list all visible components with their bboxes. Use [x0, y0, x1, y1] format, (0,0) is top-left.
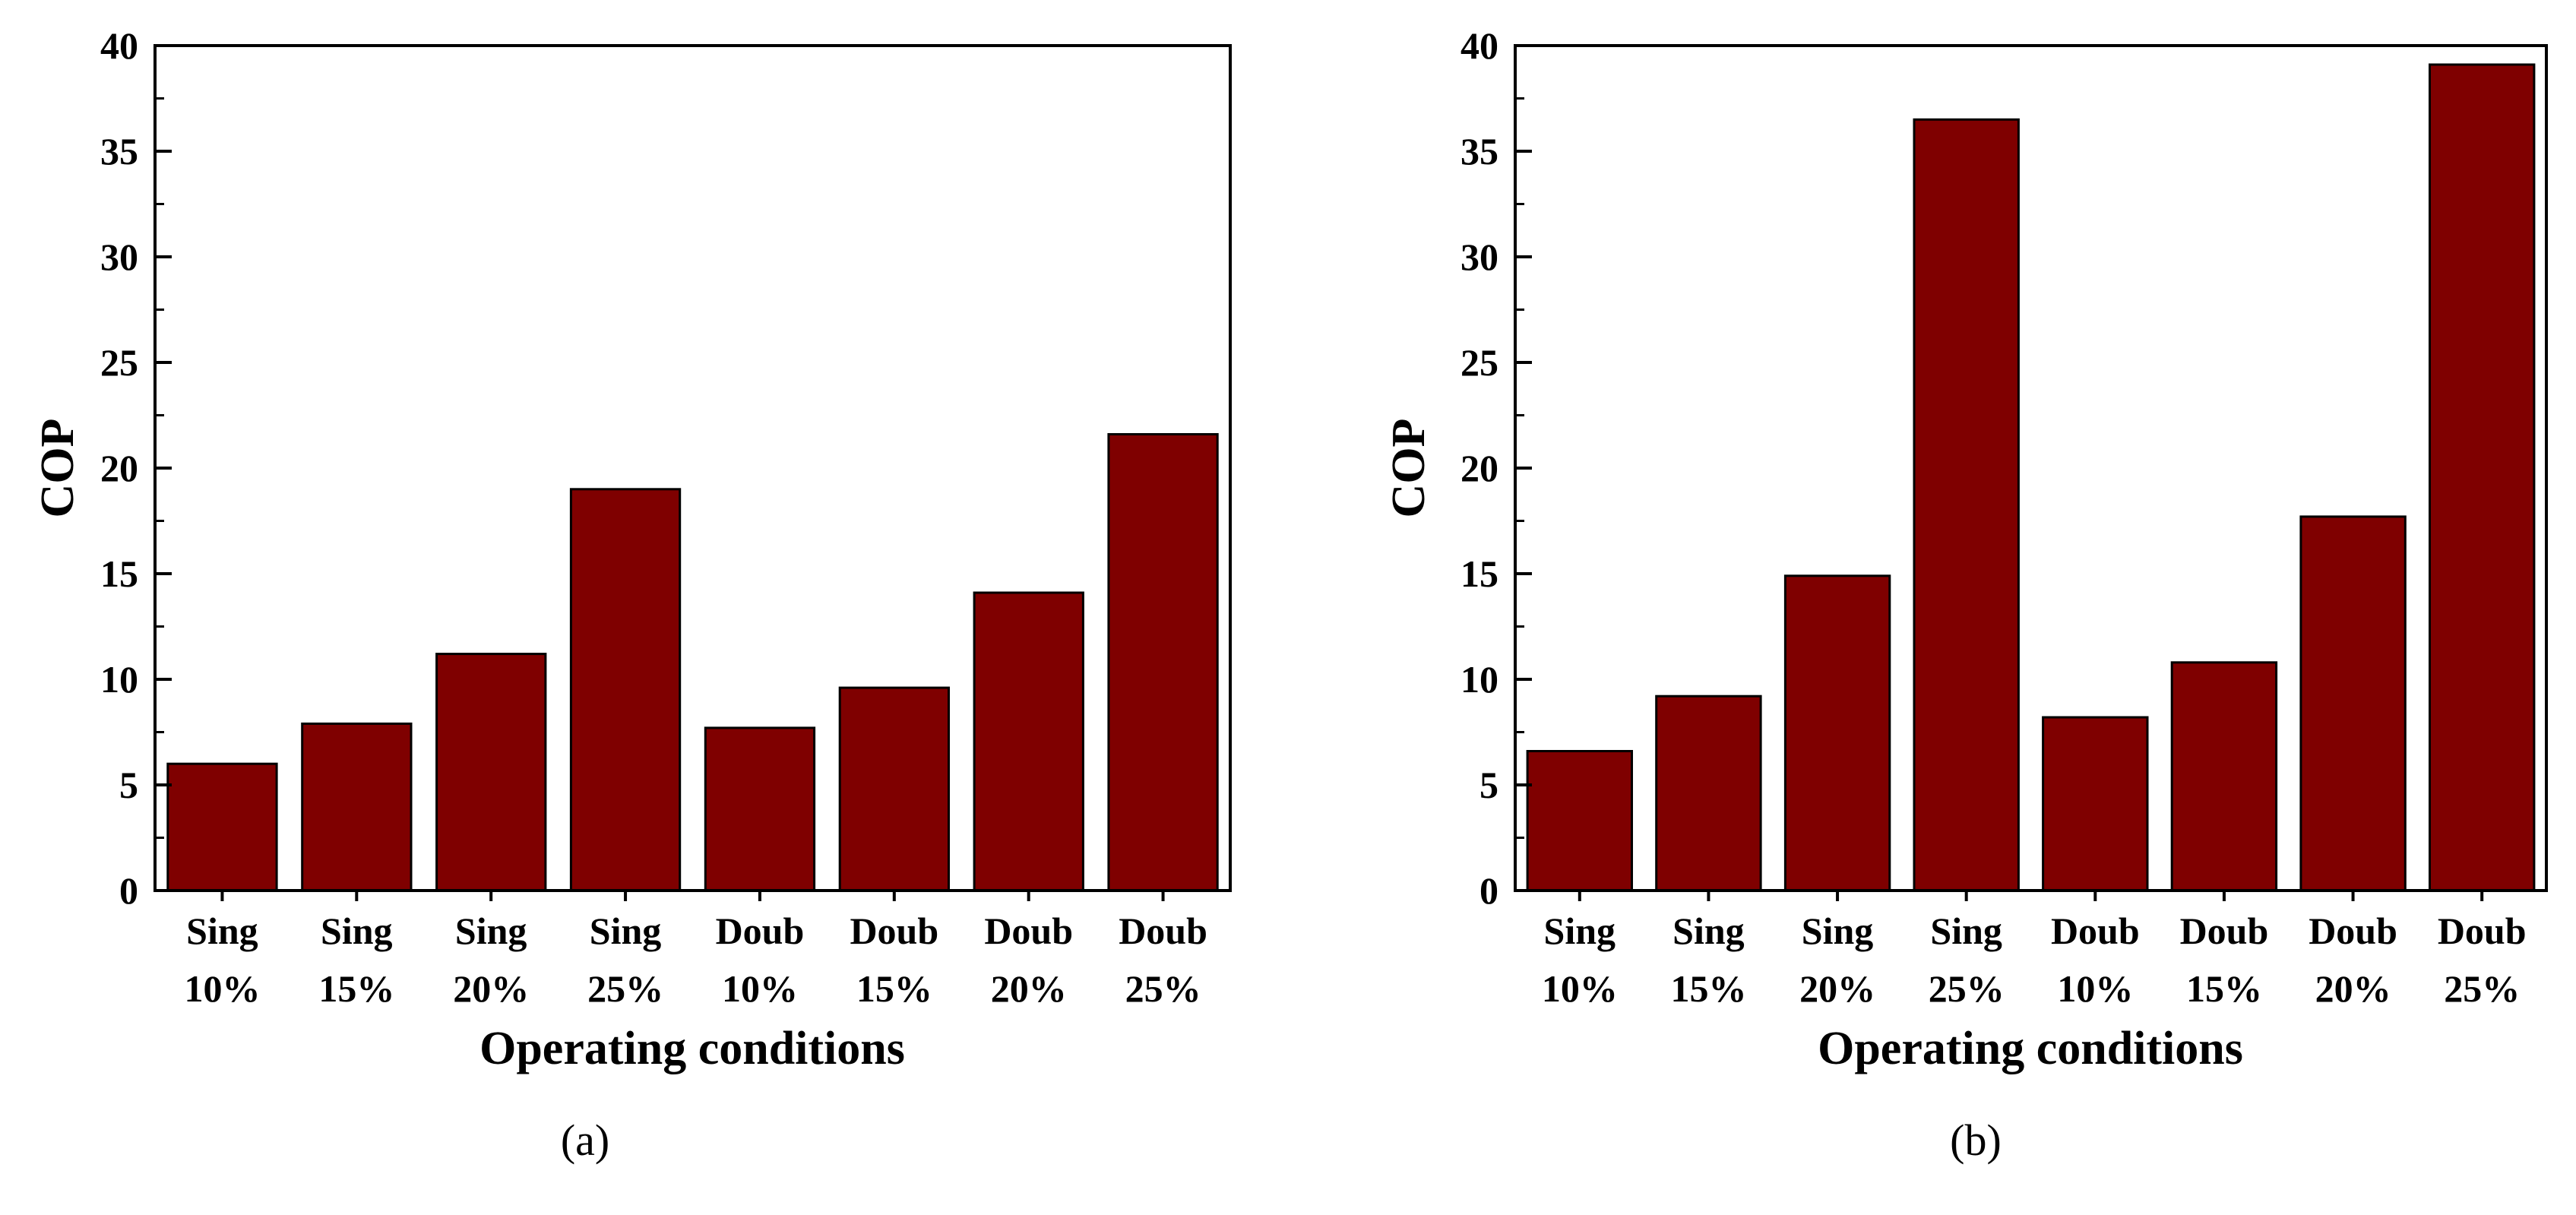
bar-1	[301, 722, 413, 892]
bar-2	[1783, 574, 1891, 892]
x-tick-label: 20%	[991, 967, 1067, 1010]
bar-6	[973, 591, 1084, 892]
x-tick-label: 25%	[587, 967, 663, 1010]
x-tick-label: Doub	[716, 910, 805, 952]
x-tick-label: Doub	[984, 910, 1073, 952]
y-tick-label: 10	[1460, 658, 1498, 701]
y-tick-label: 35	[1460, 130, 1498, 172]
y-tick-label: 5	[119, 764, 138, 806]
bar-4	[704, 726, 816, 892]
x-tick-label: Sing	[186, 910, 258, 952]
y-axis-title: COP	[1383, 419, 1435, 518]
y-tick-label: 25	[1460, 341, 1498, 384]
x-tick-label: Sing	[321, 910, 393, 952]
bar-0	[1526, 750, 1633, 892]
y-tick-label: 15	[100, 552, 138, 595]
x-tick-label: 25%	[1929, 967, 2005, 1010]
x-tick-label: 15%	[856, 967, 932, 1010]
y-tick-label: 30	[100, 236, 138, 278]
y-ticks-group: 0 5 10 15 20 25 30 35 40	[100, 24, 172, 912]
x-tick-label: 10%	[2057, 967, 2133, 1010]
y-tick-label: 15	[1460, 552, 1498, 595]
x-tick-label: Doub	[2051, 910, 2140, 952]
panel-label: (a)	[561, 1115, 609, 1165]
x-tick-label: Sing	[1930, 910, 2002, 952]
y-tick-label: 40	[1460, 24, 1498, 67]
bars-group	[1526, 63, 2536, 892]
bar-7	[2429, 63, 2536, 892]
y-tick-label: 20	[100, 447, 138, 489]
bar-5	[2170, 661, 2278, 892]
y-tick-label: 0	[119, 869, 138, 912]
y-tick-label: 30	[1460, 236, 1498, 278]
x-tick-label: 10%	[184, 967, 260, 1010]
x-tick-label: 15%	[2186, 967, 2262, 1010]
y-tick-label: 0	[1479, 869, 1498, 912]
x-tick-label: 15%	[318, 967, 394, 1010]
bar-3	[569, 488, 682, 892]
x-tick-label: 25%	[2444, 967, 2520, 1010]
x-tick-label: Sing	[1802, 910, 1874, 952]
x-tick-label: 10%	[1542, 967, 1618, 1010]
x-tick-label: Sing	[1673, 910, 1745, 952]
x-tick-label: 10%	[722, 967, 798, 1010]
x-tick-label: Doub	[2438, 910, 2527, 952]
y-ticks-group: 0 5 10 15 20 25 30 35 40	[1460, 24, 1532, 912]
x-ticks-group: Sing 10% Sing 15% Sing 20% Sing 25% Doub 10% Doub 1…	[1542, 891, 2527, 1010]
x-tick-label: Sing	[455, 910, 527, 952]
x-axis-title: Operating conditions	[1818, 1023, 2243, 1074]
y-tick-label: 25	[100, 341, 138, 384]
bar-5	[838, 686, 950, 892]
bar-2	[435, 653, 547, 892]
y-tick-label: 35	[100, 130, 138, 172]
bar-7	[1107, 433, 1219, 892]
x-tick-label: 15%	[1670, 967, 1746, 1010]
y-tick-label: 10	[100, 658, 138, 701]
y-tick-label: 40	[100, 24, 138, 67]
x-tick-label: Doub	[2180, 910, 2269, 952]
x-tick-label: Doub	[850, 910, 938, 952]
x-tick-label: 20%	[2315, 967, 2391, 1010]
bar-1	[1655, 695, 1762, 892]
bars-group	[166, 433, 1219, 892]
x-tick-label: 25%	[1125, 967, 1201, 1010]
bar-0	[166, 762, 278, 892]
panel-label: (b)	[1950, 1115, 2002, 1165]
x-tick-label: Sing	[1544, 910, 1616, 952]
x-axis-title: Operating conditions	[479, 1023, 905, 1074]
bar-3	[1913, 118, 2020, 892]
y-tick-label: 20	[1460, 447, 1498, 489]
x-tick-label: Sing	[590, 910, 662, 952]
x-tick-label: 20%	[1799, 967, 1875, 1010]
x-ticks-group: Sing 10% Sing 15% Sing 20% Sing 25% Doub 10% Doub 1…	[184, 891, 1207, 1010]
x-tick-label: Doub	[2309, 910, 2397, 952]
y-axis-title: COP	[32, 419, 84, 518]
bar-6	[2299, 515, 2407, 892]
y-tick-label: 5	[1479, 764, 1498, 806]
x-tick-label: 20%	[453, 967, 529, 1010]
bar-4	[2042, 716, 2149, 892]
x-tick-label: Doub	[1119, 910, 1207, 952]
